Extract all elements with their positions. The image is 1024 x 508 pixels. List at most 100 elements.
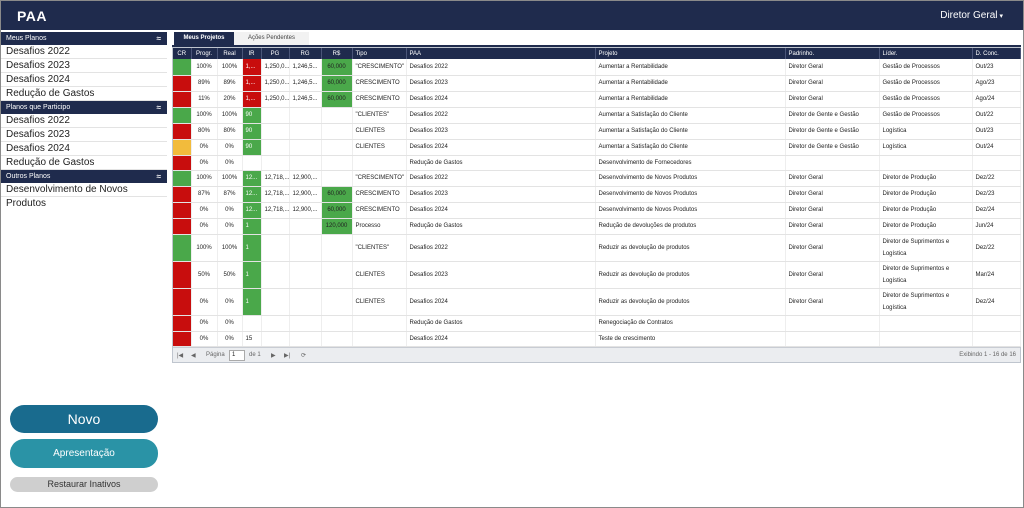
sidebar-item[interactable]: Redução de Gastos [1,156,167,170]
column-header[interactable]: Tipo [352,48,407,59]
table-row[interactable]: 89% 89% 1,... 1,250,0... 1,246,5... 60,000 CRE… [173,75,1021,92]
table-row[interactable]: 0% 0% 1 CLIENTES Desafios 2024 Reduzir as dev… [173,288,1021,316]
cell-conc: Dez/24 [972,288,1021,316]
column-header[interactable]: RG [289,48,322,59]
sidebar-item[interactable]: Desafios 2022 [1,45,167,59]
tab-acoes-pendentes[interactable]: Ações Pendentes [234,32,309,45]
cell-paa: Desafios 2023 [406,75,596,92]
status-cell [173,123,192,140]
cell-paa: Desafios 2022 [406,59,596,76]
tab-underline [172,45,1021,47]
sidebar-item[interactable]: Desafios 2024 [1,142,167,156]
table-row[interactable]: 11% 20% 1,... 1,250,0... 1,246,5... 60,000 CRE… [173,91,1021,108]
collapse-icon[interactable]: ≈ [156,34,161,43]
cell-rg: 12,900,... [289,186,322,203]
refresh-icon[interactable]: ⟳ [301,352,307,359]
cell-pg: 1,250,0... [261,59,290,76]
cell-progr: 0% [191,218,218,235]
cell-conc: Ago/24 [972,91,1021,108]
column-header[interactable]: Projeto [595,48,786,59]
prev-page-icon[interactable]: ◀ [191,352,196,359]
cell-progr: 100% [191,170,218,187]
table-row[interactable]: 0% 0% 15 Desafios 2024 Teste de crescimento [173,331,1021,347]
cell-padrinho: Diretor Geral [785,261,880,289]
table-row[interactable]: 0% 0% 90 CLIENTES Desafios 2024 Aumentar a Sa… [173,139,1021,156]
table-row[interactable]: 0% 0% Redução de Gastos Desenvolvimento de … [173,155,1021,171]
last-page-icon[interactable]: ▶| [284,352,291,359]
cell-real: 0% [217,288,243,316]
collapse-icon[interactable]: ≈ [156,103,161,112]
table-row[interactable]: 0% 0% 12... 12,718,... 12,900,... 60,000 CRESC… [173,202,1021,219]
column-header[interactable]: R$ [321,48,353,59]
sidebar-section-header[interactable]: Planos que Participo ≈ [1,101,167,114]
cell-rg: 1,246,5... [289,59,322,76]
status-cell [173,202,192,219]
table-row[interactable]: 80% 80% 90 CLIENTES Desafios 2023 Aumentar a … [173,123,1021,140]
cell-rs [321,155,353,171]
cell-ir: 1,... [242,59,262,76]
table-row[interactable]: 0% 0% 1 120,000 Processo Redução de Gastos Red… [173,218,1021,235]
column-header[interactable]: IR [242,48,262,59]
cell-ir [242,155,262,171]
cell-ir: 12... [242,170,262,187]
column-header[interactable]: Líder. [879,48,973,59]
status-cell [173,288,192,316]
column-header[interactable]: PG [261,48,290,59]
status-cell [173,155,192,171]
cell-projeto: Aumentar a Rentabilidade [595,75,786,92]
sidebar-item[interactable]: Desenvolvimento de Novos Produtos [1,183,167,209]
status-cell [173,315,192,332]
table-row[interactable]: 0% 0% Redução de Gastos Renegociação de Con… [173,315,1021,332]
sidebar-section-header[interactable]: Outros Planos ≈ [1,170,167,183]
user-menu-label: Diretor Geral [940,10,998,21]
projects-table: CR Progr. Real IR PG RG R$ Tipo PAA Projeto Padrin… [173,48,1021,347]
novo-button[interactable]: Novo [10,405,158,433]
cell-progr: 87% [191,186,218,203]
cell-paa: Redução de Gastos [406,315,596,332]
cell-rs [321,315,353,332]
page-number-input[interactable]: 1 [229,349,245,361]
column-header[interactable]: Progr. [191,48,218,59]
next-page-icon[interactable]: ▶ [271,352,276,359]
cell-conc: Ago/23 [972,75,1021,92]
cell-projeto: Aumentar a Satisfação do Cliente [595,107,786,124]
sidebar-item[interactable]: Desafios 2023 [1,59,167,73]
table-row[interactable]: 50% 50% 1 CLIENTES Desafios 2023 Reduzir as d… [173,261,1021,289]
restaurar-inativos-button[interactable]: Restaurar Inativos [10,477,158,492]
sidebar-item[interactable]: Desafios 2022 [1,114,167,128]
cell-tipo [352,315,407,332]
column-header[interactable]: D. Conc. [972,48,1021,59]
table-row[interactable]: 100% 100% 90 "CLIENTES" Desafios 2022 Aumenta… [173,107,1021,124]
sidebar-item[interactable]: Desafios 2023 [1,128,167,142]
collapse-icon[interactable]: ≈ [156,172,161,181]
column-header[interactable]: CR [173,48,192,59]
user-menu[interactable]: Diretor Geral ▾ [940,10,1003,21]
cell-real: 20% [217,91,243,108]
cell-lider: Diretor de Produção [879,170,973,187]
sidebar-item[interactable]: Redução de Gastos [1,87,167,101]
cell-progr: 0% [191,155,218,171]
cell-rs: 60,000 [321,202,353,219]
column-header[interactable]: Padrinho. [785,48,880,59]
cell-padrinho [785,155,880,171]
cell-ir: 12... [242,186,262,203]
app-logo[interactable]: PAA [17,8,48,24]
column-header[interactable]: PAA [406,48,596,59]
column-header[interactable]: Real [217,48,243,59]
cell-paa: Redução de Gastos [406,155,596,171]
tab-meus-projetos[interactable]: Meus Projetos [174,32,234,45]
table-row[interactable]: 100% 100% 1 "CLIENTES" Desafios 2022 Reduzir … [173,234,1021,262]
apresentacao-button[interactable]: Apresentação [10,439,158,468]
table-row[interactable]: 100% 100% 12... 12,718,... 12,900,... "CRESCI… [173,170,1021,187]
page-count-label: de 1 [249,351,261,358]
sidebar-item[interactable]: Desafios 2024 [1,73,167,87]
first-page-icon[interactable]: |◀ [177,352,184,359]
cell-real: 0% [217,155,243,171]
cell-tipo: CRESCIMENTO [352,186,407,203]
table-row[interactable]: 100% 100% 1,... 1,250,0... 1,246,5... 60,000 "… [173,59,1021,76]
cell-progr: 0% [191,202,218,219]
status-cell [173,234,192,262]
cell-lider: Diretor de Produção [879,186,973,203]
table-row[interactable]: 87% 87% 12... 12,718,... 12,900,... 60,000 CRE… [173,186,1021,203]
sidebar-section-header[interactable]: Meus Planos ≈ [1,32,167,45]
